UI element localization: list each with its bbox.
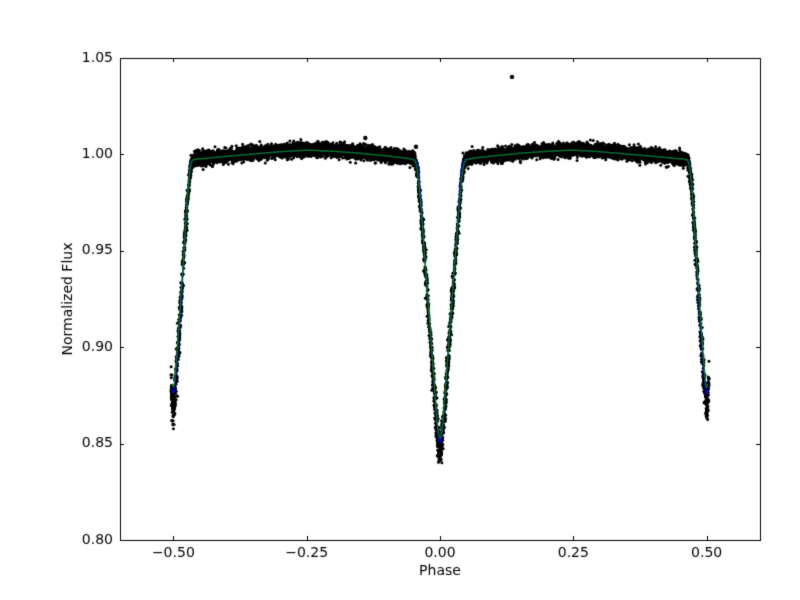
light-curve-plot-canvas — [0, 0, 800, 600]
light-curve-figure: Phase Normalized Flux — [0, 0, 800, 600]
